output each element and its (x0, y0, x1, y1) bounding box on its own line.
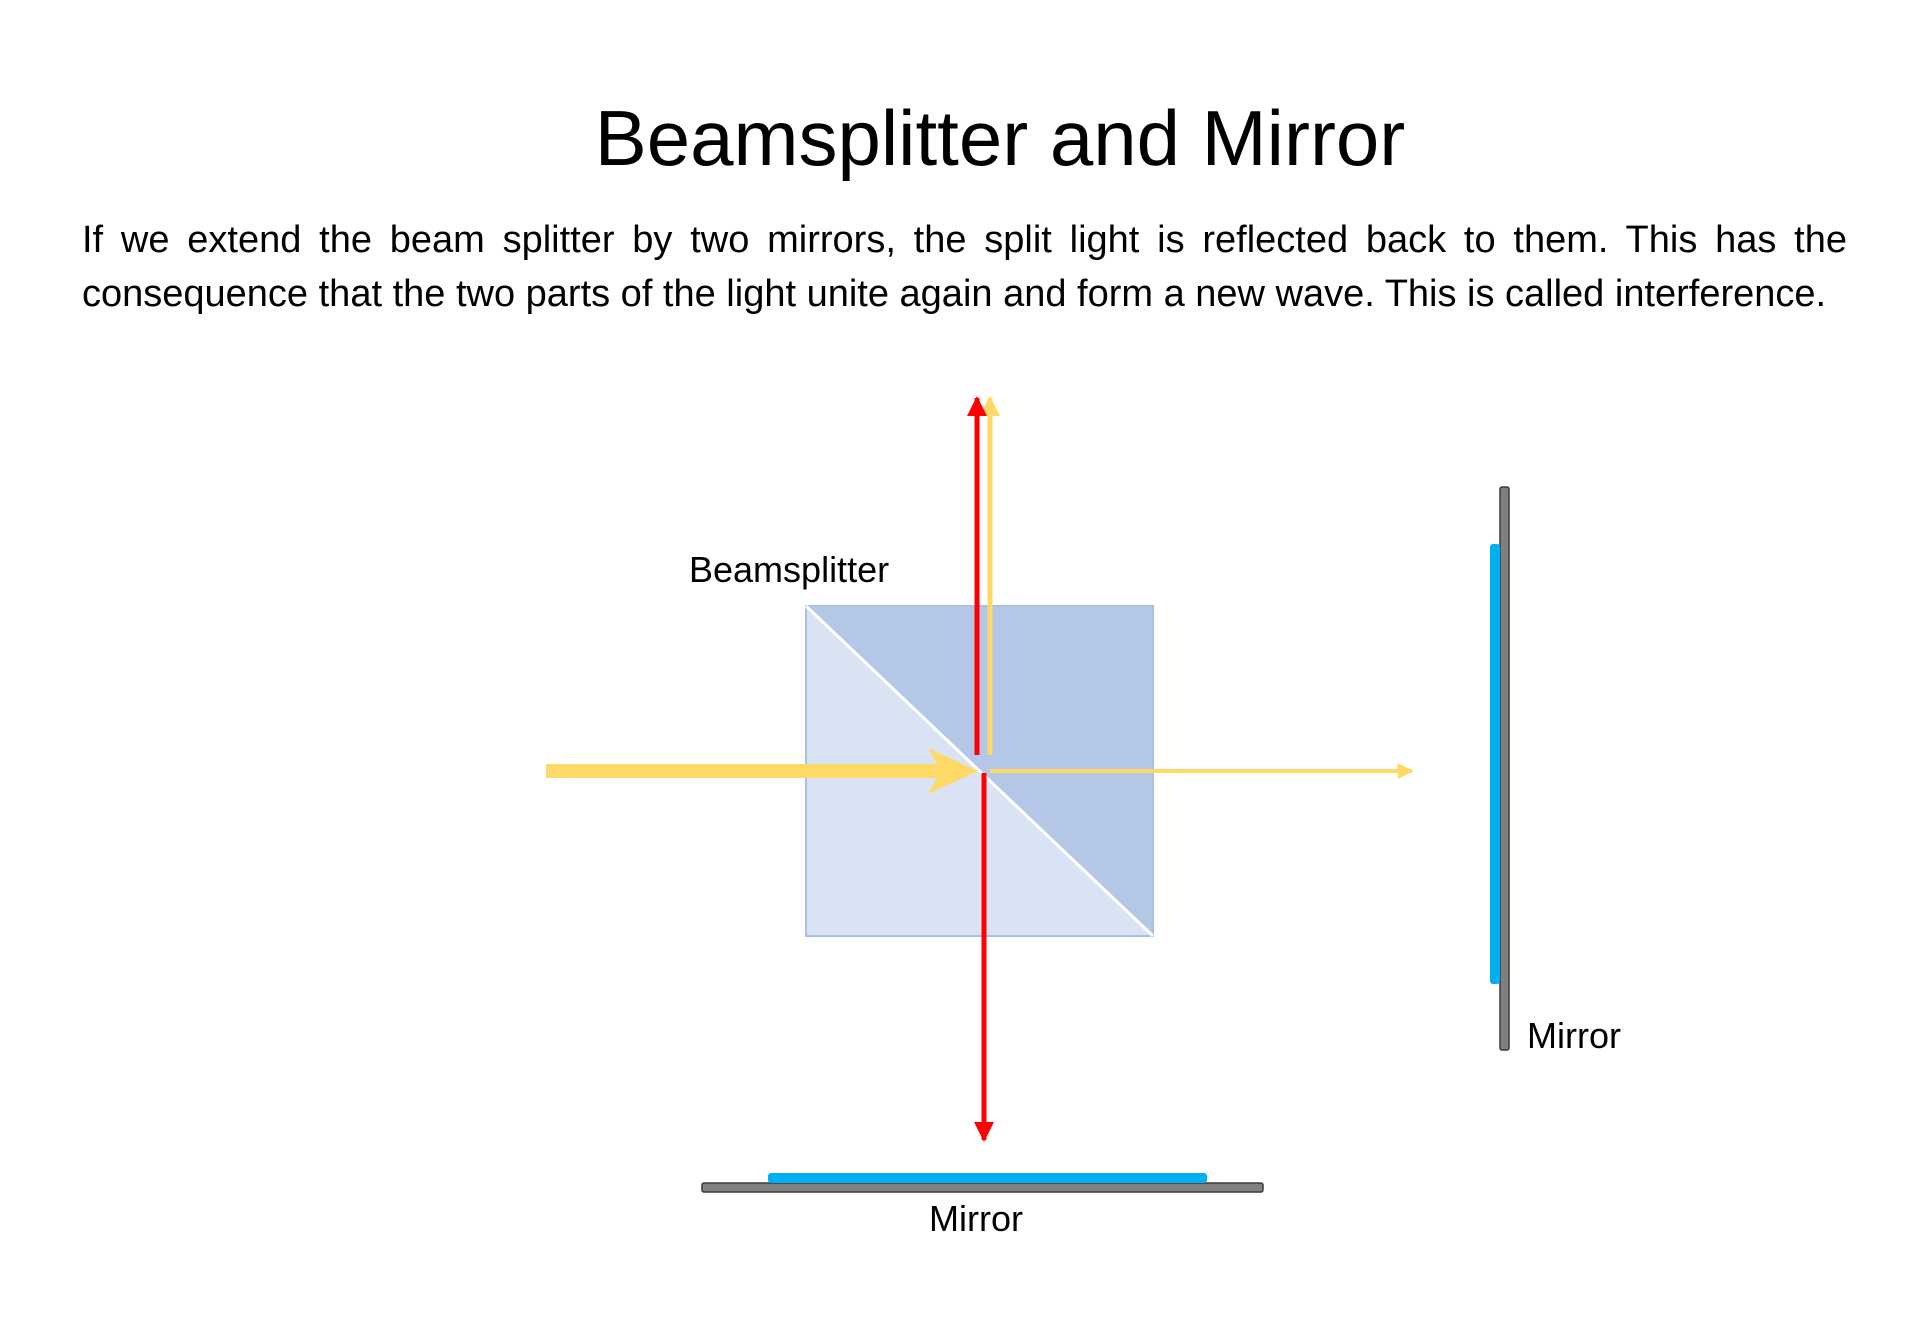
bottom-mirror (701, 1173, 1264, 1193)
incoming-beam (546, 748, 978, 794)
beamsplitter-label: Beamsplitter (689, 549, 889, 590)
bottom-mirror-coating (768, 1173, 1207, 1183)
right-mirror-label: Mirror (1527, 1015, 1621, 1056)
bottom-mirror-body (701, 1182, 1264, 1193)
slide-body-text: If we extend the beam splitter by two mi… (82, 219, 1847, 315)
right-mirror-body (1499, 486, 1510, 1051)
bottom-mirror-label: Mirror (929, 1198, 1023, 1239)
right-mirror (1490, 486, 1510, 1051)
cube-diagonal (804, 604, 1155, 938)
right-mirror-coating (1490, 544, 1500, 984)
incoming-beam-arrowhead (928, 748, 978, 794)
slide-title: Beamsplitter and Mirror (594, 94, 1406, 182)
